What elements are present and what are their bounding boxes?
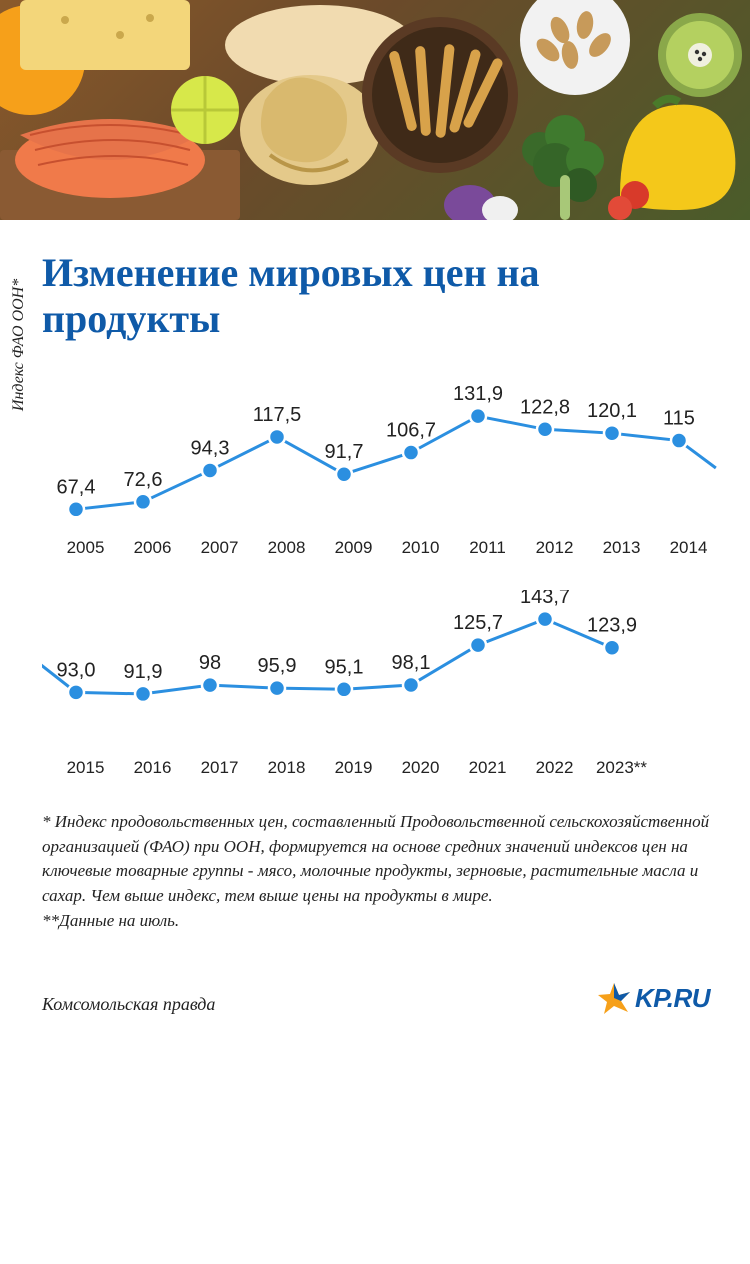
hero-image [0, 0, 750, 220]
svg-text:93,0: 93,0 [57, 659, 96, 681]
chart-2: 93,0 91,9 98 95,9 95,1 98,1 125,7 143,7 123,9 20… [42, 590, 710, 778]
svg-text:95,9: 95,9 [258, 655, 297, 677]
kp-logo: KP.RU [597, 981, 710, 1015]
svg-text:98: 98 [199, 652, 221, 674]
svg-text:106,7: 106,7 [386, 420, 436, 442]
footnote: * Индекс продовольственных цен, составле… [42, 810, 710, 933]
svg-text:143,7: 143,7 [520, 590, 570, 608]
y-axis-label: Индекс ФАО ООН* [10, 279, 28, 411]
x-axis-labels-2: 201520162017201820192020202120222023** [42, 758, 710, 778]
source-label: Комсомольская правда [42, 994, 215, 1015]
footer: Комсомольская правда KP.RU [0, 981, 750, 1039]
svg-text:91,7: 91,7 [325, 441, 364, 463]
svg-text:91,9: 91,9 [124, 661, 163, 683]
kp-logo-text: KP.RU [635, 983, 710, 1014]
svg-text:98,1: 98,1 [392, 652, 431, 674]
svg-text:115: 115 [663, 408, 695, 430]
svg-text:95,1: 95,1 [325, 656, 364, 678]
svg-text:72,6: 72,6 [124, 469, 163, 491]
svg-text:123,9: 123,9 [587, 615, 637, 637]
chart-1: Индекс ФАО ООН* 67,472,694,3117,591,7106… [42, 370, 710, 558]
svg-text:131,9: 131,9 [453, 383, 503, 405]
svg-text:67,4: 67,4 [57, 476, 96, 498]
page-title: Изменение мировых цен на продукты [42, 250, 710, 342]
svg-text:117,5: 117,5 [253, 404, 302, 426]
svg-text:125,7: 125,7 [453, 612, 503, 634]
svg-text:94,3: 94,3 [191, 437, 230, 459]
x-axis-labels-1: 2005200620072008200920102011201220132014 [42, 538, 710, 558]
svg-text:122,8: 122,8 [520, 396, 570, 418]
kp-star-icon [597, 981, 631, 1015]
svg-text:120,1: 120,1 [587, 400, 637, 422]
